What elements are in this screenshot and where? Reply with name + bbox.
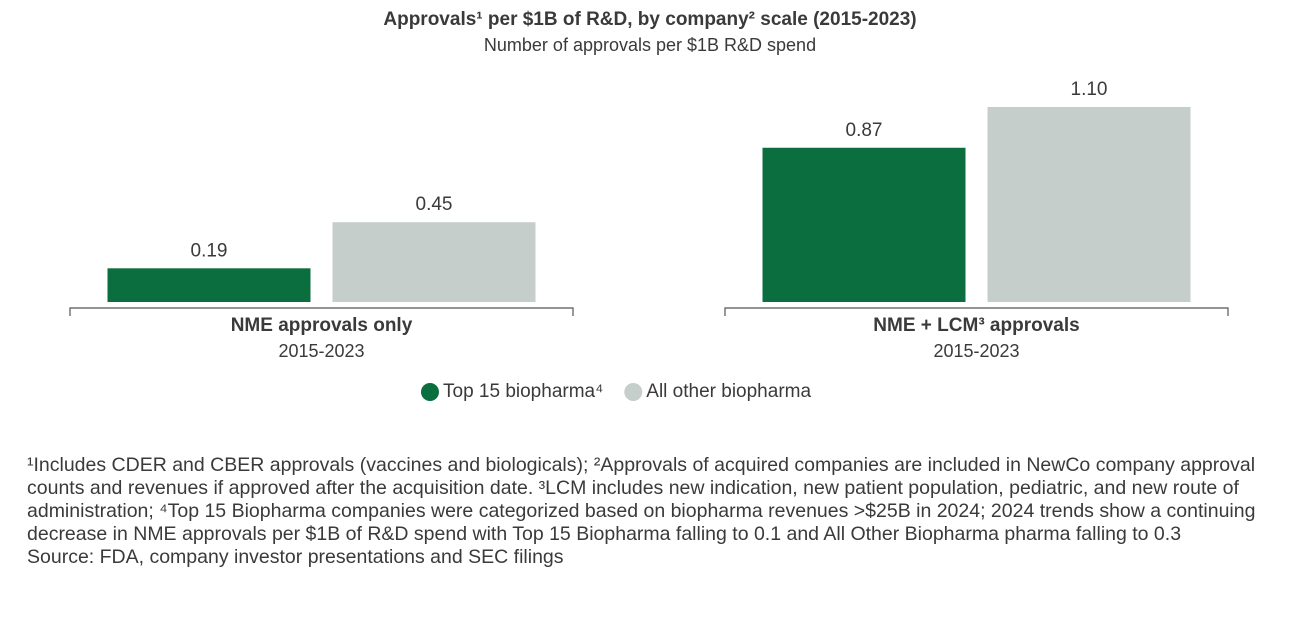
value-label: 0.45 [416, 194, 453, 215]
x-tick-sublabel: 2015-2023 [933, 341, 1019, 361]
footnotes: ¹Includes CDER and CBER approvals (vacci… [27, 454, 1256, 545]
bar [332, 222, 536, 302]
notes: ¹Includes CDER and CBER approvals (vacci… [27, 454, 1267, 569]
legend-label: All other biopharma [646, 381, 811, 402]
bar [987, 106, 1191, 302]
source: Source: FDA, company investor presentati… [27, 546, 564, 568]
bar [762, 147, 966, 302]
value-label: 1.10 [1071, 79, 1108, 100]
group-bracket [69, 307, 574, 316]
x-tick-label: NME approvals only [231, 315, 413, 336]
chart: Approvals¹ per $1B of R&D, by company² s… [69, 9, 1229, 402]
group-bracket [724, 307, 1229, 316]
legend-marker [624, 383, 643, 401]
chart-title: Approvals¹ per $1B of R&D, by company² s… [383, 9, 916, 30]
bar [107, 268, 311, 302]
x-tick-label: NME + LCM³ approvals [873, 315, 1079, 336]
legend-marker [421, 383, 439, 401]
chart-subtitle: Number of approvals per $1B R&D spend [484, 35, 816, 55]
value-label: 0.19 [191, 240, 228, 261]
legend-label: Top 15 biopharma⁴ [443, 381, 603, 402]
x-tick-sublabel: 2015-2023 [278, 341, 364, 361]
value-label: 0.87 [846, 120, 883, 141]
